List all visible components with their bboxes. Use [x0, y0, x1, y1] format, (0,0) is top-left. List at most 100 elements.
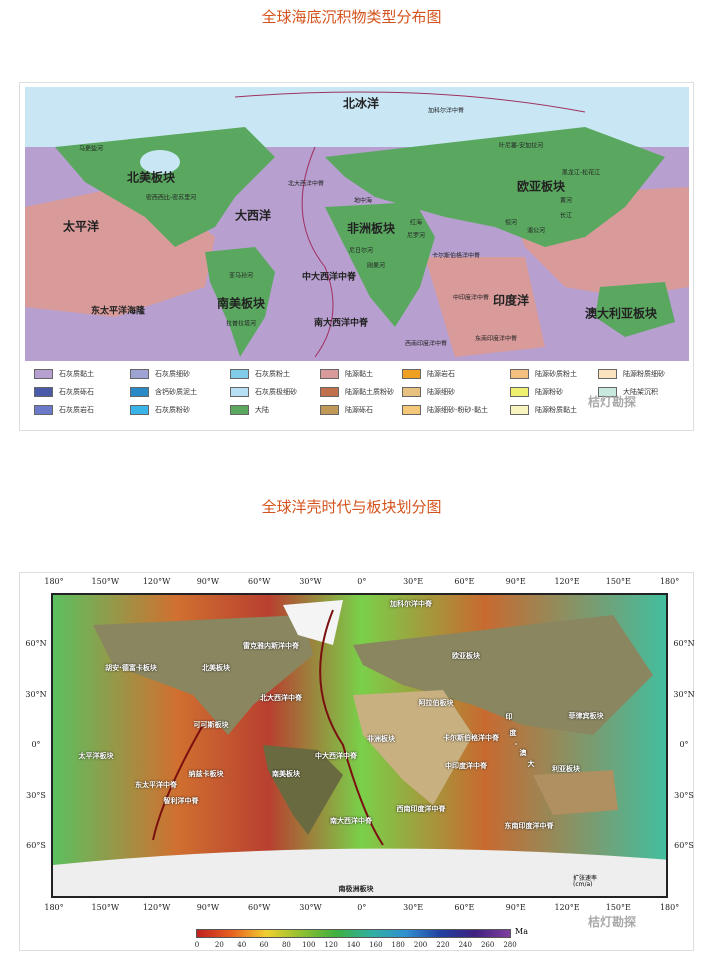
legend-item: 陆源粉砂 [510, 387, 563, 397]
label-indian: 印度洋 [492, 293, 530, 308]
label-gakkel: 加科尔洋中脊 [427, 107, 465, 115]
label-africa: 非洲板块 [367, 735, 395, 743]
label-yangtze: 长江 [559, 212, 573, 220]
label-nazca: 纳兹卡板块 [188, 770, 224, 778]
lon-tick-label: 150°W [91, 577, 120, 586]
watermark: 桔灯勘探 [588, 395, 637, 409]
label-reykjanes: 雷克雅内斯洋中脊 [243, 642, 299, 650]
label-ia-3: - [514, 740, 518, 748]
legend-swatch [402, 387, 421, 397]
lon-tick-label: 120°E [554, 577, 580, 586]
lon-tick-label: 120°E [554, 903, 580, 912]
label-ia-4: 澳 [519, 749, 527, 757]
lat-tick-label: 30°S [674, 790, 694, 800]
legend-item: 含钙砂质泥土 [130, 387, 197, 397]
lon-tick-label: 180° [659, 577, 680, 586]
legend-swatch [598, 387, 617, 397]
label-atlantic: 大西洋 [234, 208, 272, 223]
legend-swatch [34, 405, 53, 415]
colorbar-tick-label: 120 [324, 941, 338, 949]
legend-swatch [34, 369, 53, 379]
lon-tick-label: 60°E [454, 577, 475, 586]
label-s-atl: 南大西洋中脊 [313, 318, 369, 329]
legend-label: 石灰质极细砂 [255, 388, 297, 396]
legend-item: 陆源细砂-粉砂-黏土 [402, 405, 488, 415]
label-na-plate: 北美板块 [126, 170, 176, 185]
label-juan: 胡安·德富卡板块 [105, 664, 157, 672]
legend-swatch [230, 387, 249, 397]
lat-tick-label: 60°N [25, 639, 47, 648]
lon-tick-label: 120°W [142, 577, 171, 586]
colorbar-tick-label: 200 [413, 941, 428, 949]
legend-label: 石灰质岩石 [59, 406, 94, 414]
lon-tick-label: 120°W [142, 903, 171, 912]
label-eurasia: 欧亚板块 [516, 179, 566, 194]
lon-tick-label: 30°E [403, 577, 424, 586]
legend-swatch [130, 405, 149, 415]
lon-tick-label: 0° [357, 903, 367, 912]
label-amazon: 亚马孙河 [228, 272, 254, 280]
label-philippine: 菲律宾板块 [568, 712, 604, 720]
sediment-map-figure: 北冰洋 加科尔洋中脊 北美板块 太平洋 大西洋 北大西洋中脊 非洲板块 欧亚板块… [19, 82, 694, 431]
legend-swatch [598, 369, 617, 379]
lon-tick-label: 30°E [403, 903, 424, 912]
map2-title: 全球洋壳时代与板块划分图 [261, 498, 442, 516]
colorbar-tick-label: 100 [302, 941, 316, 949]
lon-tick-label: 60°W [247, 577, 271, 586]
lon-tick-label: 180° [44, 577, 64, 586]
label-cir: 中印度洋中脊 [452, 294, 490, 302]
lat-tick-label: 0° [31, 740, 41, 749]
label-n-atl-ridge: 北大西洋中脊 [287, 180, 325, 188]
lat-tick-label: 0° [679, 740, 689, 749]
legend-label: 石灰质砾石 [59, 388, 94, 396]
label-mississippi: 密西西比-密苏里河 [145, 194, 197, 202]
label-congo: 刚果河 [366, 262, 386, 270]
watermark: 桔灯勘探 [588, 915, 637, 929]
legend-item: 陆源细砂 [402, 387, 455, 397]
lon-tick-label: 0° [357, 577, 367, 586]
label-amur: 黑龙江-松花江 [561, 169, 601, 177]
legend-label: 陆源粉质黏土 [535, 406, 577, 414]
colorbar-tick-label: 240 [458, 941, 472, 949]
lon-tick-label: 90°E [505, 903, 526, 912]
lat-tick-label: 30°S [26, 790, 46, 800]
lon-tick-label: 150°E [605, 577, 631, 586]
legend-item: 大陆 [230, 405, 269, 415]
colorbar-tick-label: 140 [346, 941, 361, 949]
label-swir: 西南印度洋中脊 [396, 805, 446, 813]
legend-swatch [510, 369, 529, 379]
legend-swatch [402, 369, 421, 379]
legend-label: 陆源细砂 [427, 388, 455, 396]
label-cir: 中印度洋中脊 [445, 762, 487, 770]
legend-label: 石灰质粉土 [255, 370, 290, 378]
label-mid-atl: 中大西洋中脊 [315, 752, 357, 760]
label-pacific: 太平洋板块 [78, 752, 114, 760]
label-red-sea: 红海 [409, 219, 423, 227]
lon-tick-label: 60°W [247, 903, 271, 912]
legend-item: 石灰质砾石 [34, 387, 94, 397]
legend-label: 石灰质粉砂 [155, 406, 190, 414]
legend-item: 陆源砾石 [320, 405, 373, 415]
lon-tick-label: 30°W [299, 903, 322, 912]
label-swir: 西南印度洋中脊 [404, 340, 448, 348]
label-ia-6: 利亚板块 [552, 765, 580, 773]
legend-label: 陆源细砂-粉砂-黏土 [427, 406, 489, 414]
label-ia-1: 印 [505, 713, 513, 721]
label-nile: 尼罗河 [406, 232, 426, 240]
colorbar-tick-label: 220 [436, 941, 450, 949]
colorbar-tick-label: 60 [259, 941, 269, 949]
legend-item: 陆源粉质细砂 [598, 369, 665, 379]
sediment-map [25, 87, 689, 361]
lat-tick-label: 60°N [673, 639, 695, 648]
label-seir: 东南印度洋中脊 [504, 822, 554, 830]
legend-item: 石灰质极细砂 [230, 387, 297, 397]
legend-item: 陆源岩石 [402, 369, 455, 379]
lon-tick-label: 90°W [196, 577, 220, 586]
label-niger: 尼日尔河 [348, 247, 374, 255]
legend-swatch [320, 369, 339, 379]
label-eurasia: 欧亚板块 [452, 652, 480, 660]
lon-tick-label: 90°E [505, 577, 526, 586]
legend-swatch [402, 405, 421, 415]
colorbar [196, 929, 511, 938]
lon-tick-label: 30°W [299, 577, 322, 586]
